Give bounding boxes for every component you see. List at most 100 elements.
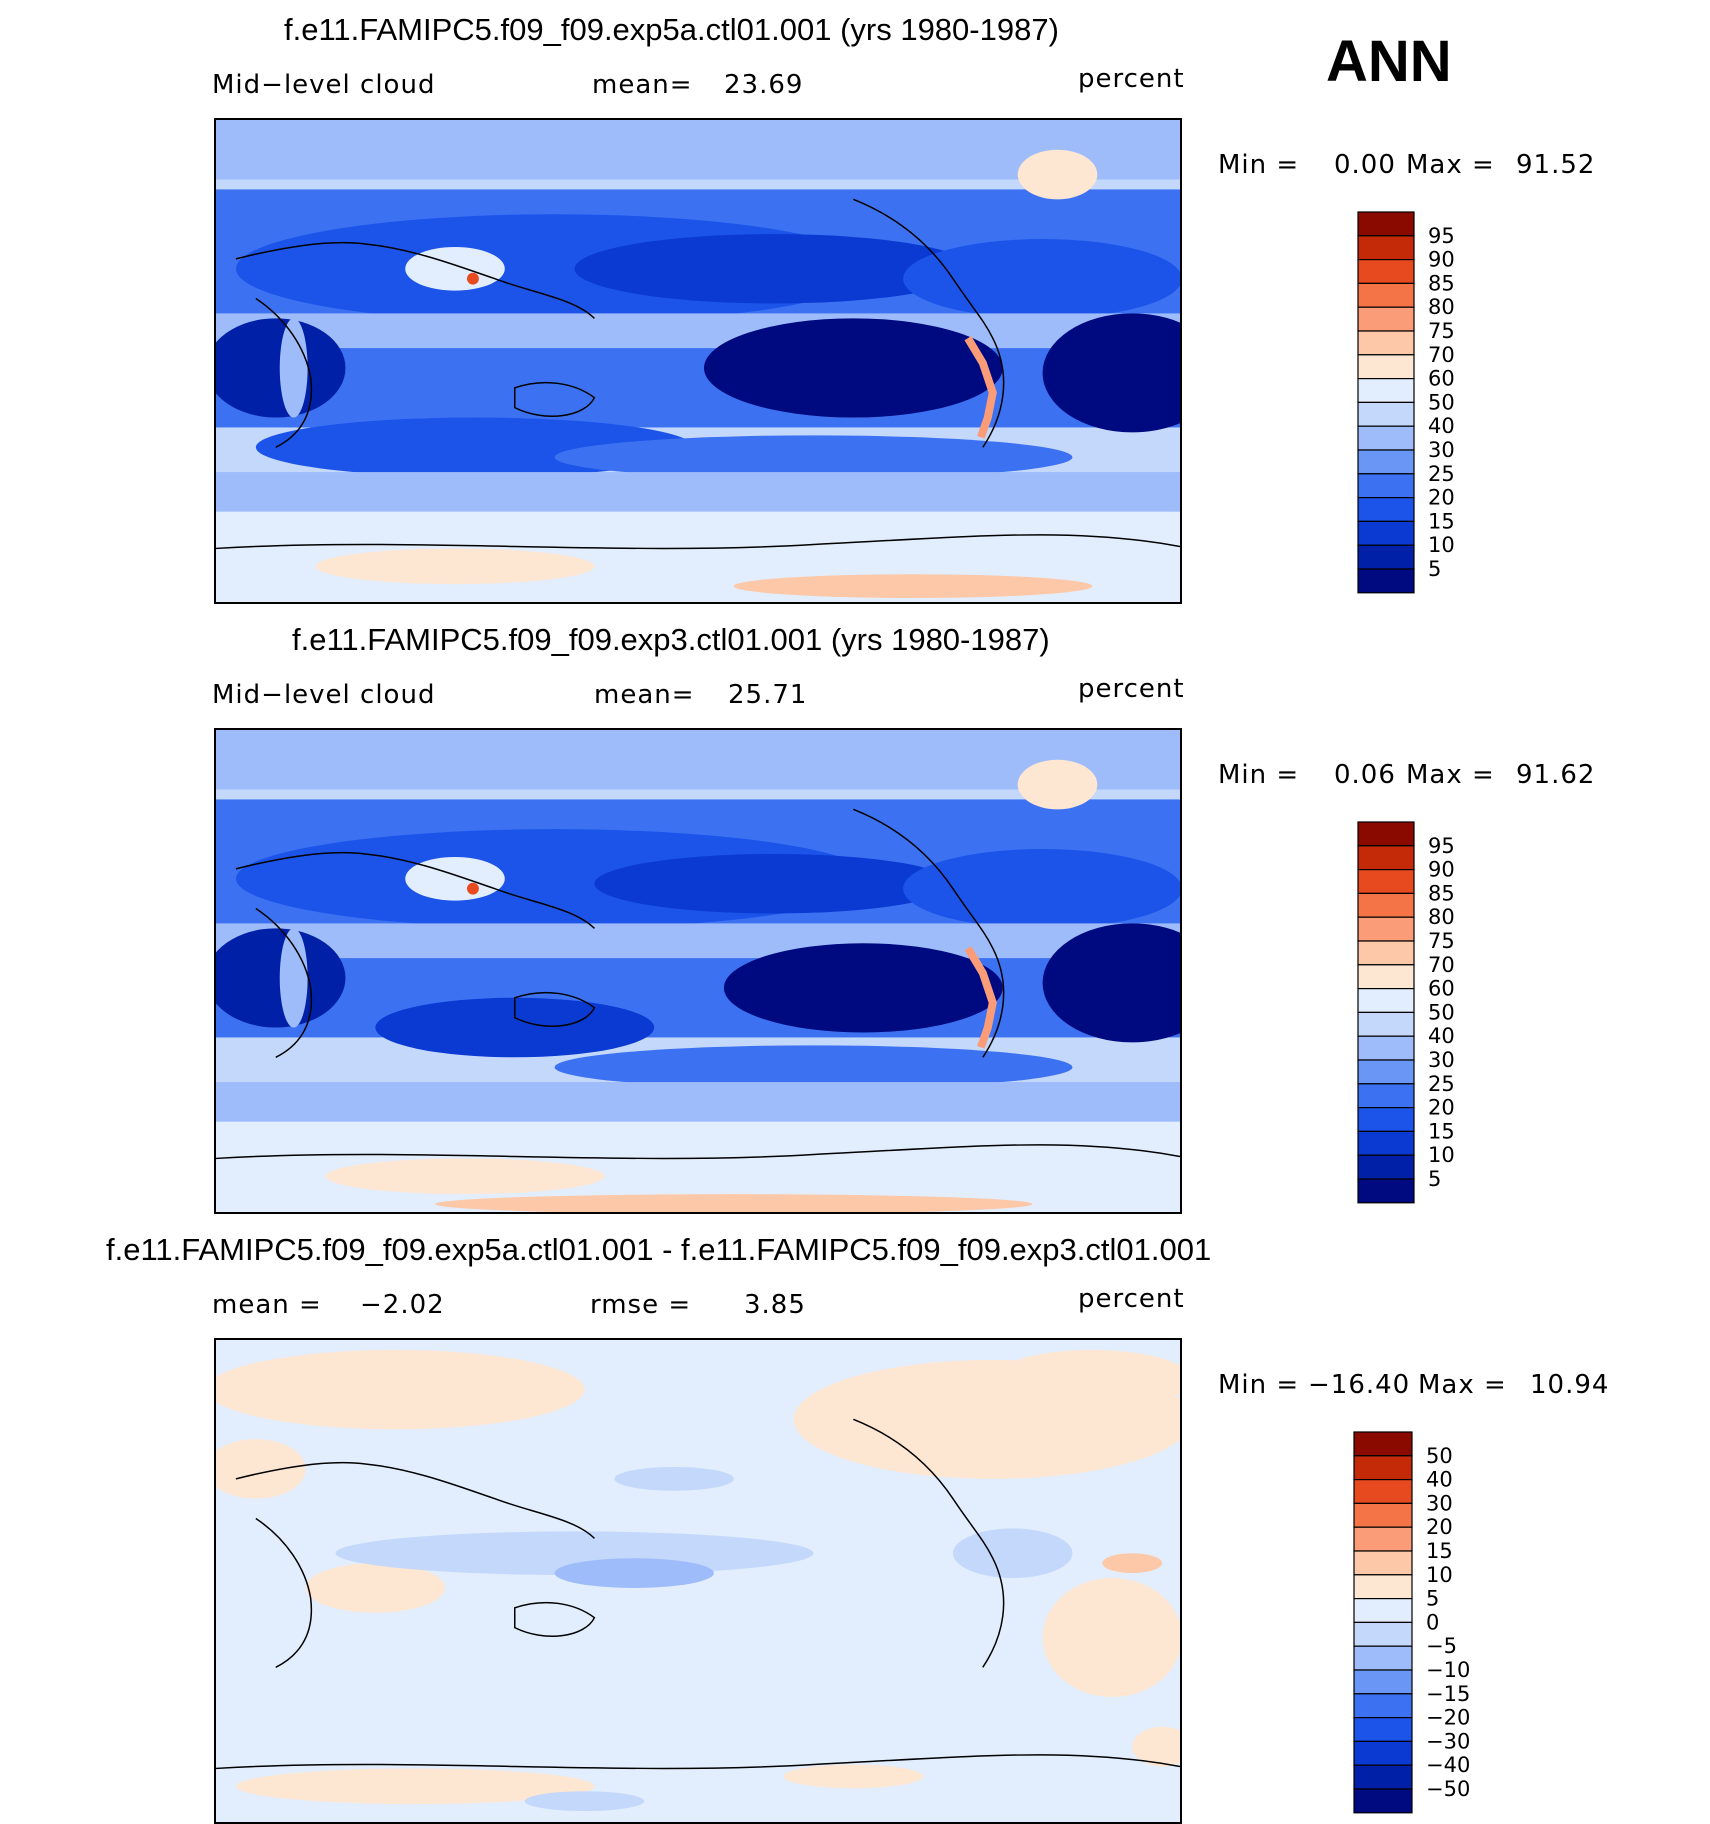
colorbar-2-tick-label: 95 [1428, 834, 1455, 858]
colorbar-1-tick-label: 25 [1428, 462, 1455, 486]
colorbar-2-tick-label: 20 [1428, 1096, 1455, 1120]
panel3-max-label: Max = [1418, 1370, 1507, 1400]
colorbar-2-tick-label: 75 [1428, 929, 1455, 953]
colorbar-1-tick-label: 80 [1428, 295, 1455, 319]
colorbar-2-tick-label: 5 [1428, 1167, 1441, 1191]
colorbar-2-swatch [1357, 1130, 1415, 1156]
colorbar-3-swatch [1353, 1502, 1413, 1528]
colorbar-1-swatch [1357, 449, 1415, 475]
colorbar-1-tick-label: 30 [1428, 438, 1455, 462]
colorbar-2-swatch [1357, 1178, 1415, 1204]
colorbar-1-swatch [1357, 211, 1415, 237]
colorbar-2-tick-label: 30 [1428, 1048, 1455, 1072]
colorbar-3-tick-label: −5 [1426, 1634, 1457, 1658]
colorbar-2-tick-label: 90 [1428, 858, 1455, 882]
panel2-variable: Mid−level cloud [212, 680, 436, 710]
colorbar-2-swatch [1357, 1106, 1415, 1132]
panel2-mean-label: mean= [594, 680, 695, 710]
colorbar-1-swatch [1357, 354, 1415, 380]
panel1-title: f.e11.FAMIPC5.f09_f09.exp5a.ctl01.001 (y… [284, 12, 1059, 47]
colorbar-3-tick-label: −15 [1426, 1682, 1470, 1706]
colorbar-1-swatch [1357, 401, 1415, 427]
colorbar-1-swatch [1357, 306, 1415, 332]
colorbar-3-tick-label: 0 [1426, 1610, 1439, 1634]
colorbar-3-swatch [1353, 1693, 1413, 1719]
colorbar-3-tick-label: 5 [1426, 1587, 1439, 1611]
panel3-rmse-label: rmse = [590, 1290, 692, 1320]
colorbar-1-swatch [1357, 425, 1415, 451]
season-label: ANN [1326, 29, 1452, 94]
panel1-variable: Mid−level cloud [212, 70, 436, 100]
panel2-map [214, 728, 1182, 1214]
colorbar-3-tick-label: 15 [1426, 1539, 1453, 1563]
colorbar-3-swatch [1353, 1455, 1413, 1481]
colorbar-1-tick-label: 5 [1428, 557, 1441, 581]
colorbar-1-tick-label: 75 [1428, 319, 1455, 343]
panel3-title: f.e11.FAMIPC5.f09_f09.exp5a.ctl01.001 - … [106, 1232, 1212, 1267]
colorbar-1-tick-label: 70 [1428, 343, 1455, 367]
panel3-min-value: −16.40 [1308, 1370, 1411, 1400]
colorbar-2-tick-label: 40 [1428, 1024, 1455, 1048]
colorbar-2-swatch [1357, 940, 1415, 966]
colorbar-3-tick-label: 10 [1426, 1563, 1453, 1587]
colorbar-1-swatch [1357, 235, 1415, 261]
colorbar-3-swatch [1353, 1788, 1413, 1814]
colorbar-2-swatch [1357, 1154, 1415, 1180]
colorbar-2-swatch [1357, 1035, 1415, 1061]
colorbar-3-tick-label: 40 [1426, 1468, 1453, 1492]
colorbar-3-swatch [1353, 1550, 1413, 1576]
colorbar-3-swatch [1353, 1574, 1413, 1600]
panel2-min-value: 0.06 [1334, 760, 1396, 790]
panel3-min-label: Min = [1218, 1370, 1300, 1400]
colorbar-1-tick-label: 10 [1428, 533, 1455, 557]
panel3-max-value: 10.94 [1530, 1370, 1610, 1400]
colorbar-2-swatch [1357, 964, 1415, 990]
panel2-units: percent [1078, 674, 1185, 704]
colorbar-2-swatch [1357, 916, 1415, 942]
colorbar-2-swatch [1357, 1059, 1415, 1085]
colorbar-1-tick-label: 50 [1428, 390, 1455, 414]
panel2-title: f.e11.FAMIPC5.f09_f09.exp3.ctl01.001 (yr… [292, 622, 1050, 657]
panel3-units: percent [1078, 1284, 1185, 1314]
panel3-map [214, 1338, 1182, 1824]
panel1-map [214, 118, 1182, 604]
colorbar-2-tick-label: 25 [1428, 1072, 1455, 1096]
colorbar-1-tick-label: 90 [1428, 248, 1455, 272]
colorbar-2-swatch [1357, 1011, 1415, 1037]
colorbar-2-tick-label: 50 [1428, 1000, 1455, 1024]
colorbar-3-swatch [1353, 1764, 1413, 1790]
colorbar-1-swatch [1357, 497, 1415, 523]
colorbar-1-swatch [1357, 544, 1415, 570]
colorbar-2-swatch [1357, 892, 1415, 918]
colorbar-2-swatch [1357, 845, 1415, 871]
panel1-min-value: 0.00 [1334, 150, 1396, 180]
colorbar-3-tick-label: 30 [1426, 1491, 1453, 1515]
colorbar-3-tick-label: −10 [1426, 1658, 1470, 1682]
colorbar-3-swatch [1353, 1621, 1413, 1647]
panel1-min-label: Min = [1218, 150, 1300, 180]
colorbar-3-swatch [1353, 1526, 1413, 1552]
colorbar-1-swatch [1357, 378, 1415, 404]
panel2-mean-value: 25.71 [728, 680, 808, 710]
colorbar-1-tick-label: 40 [1428, 414, 1455, 438]
colorbar-1-swatch [1357, 330, 1415, 356]
colorbar-2-tick-label: 10 [1428, 1143, 1455, 1167]
colorbar-3-swatch [1353, 1478, 1413, 1504]
panel1-max-value: 91.52 [1516, 150, 1596, 180]
colorbar-1-swatch [1357, 259, 1415, 285]
panel2-max-value: 91.62 [1516, 760, 1596, 790]
colorbar-2-swatch [1357, 987, 1415, 1013]
colorbar-2-swatch [1357, 1083, 1415, 1109]
colorbar-3-tick-label: −20 [1426, 1706, 1470, 1730]
colorbar-3-swatch [1353, 1740, 1413, 1766]
colorbar-3-swatch [1353, 1431, 1413, 1457]
panel3-rmse-value: 3.85 [744, 1290, 806, 1320]
colorbar-1-tick-label: 60 [1428, 367, 1455, 391]
panel3-mean-label: mean = [212, 1290, 322, 1320]
panel2-max-label: Max = [1406, 760, 1495, 790]
colorbar-2-swatch [1357, 868, 1415, 894]
panel1-units: percent [1078, 64, 1185, 94]
colorbar-3-swatch [1353, 1716, 1413, 1742]
colorbar-1-tick-label: 85 [1428, 271, 1455, 295]
colorbar-1-swatch [1357, 568, 1415, 594]
